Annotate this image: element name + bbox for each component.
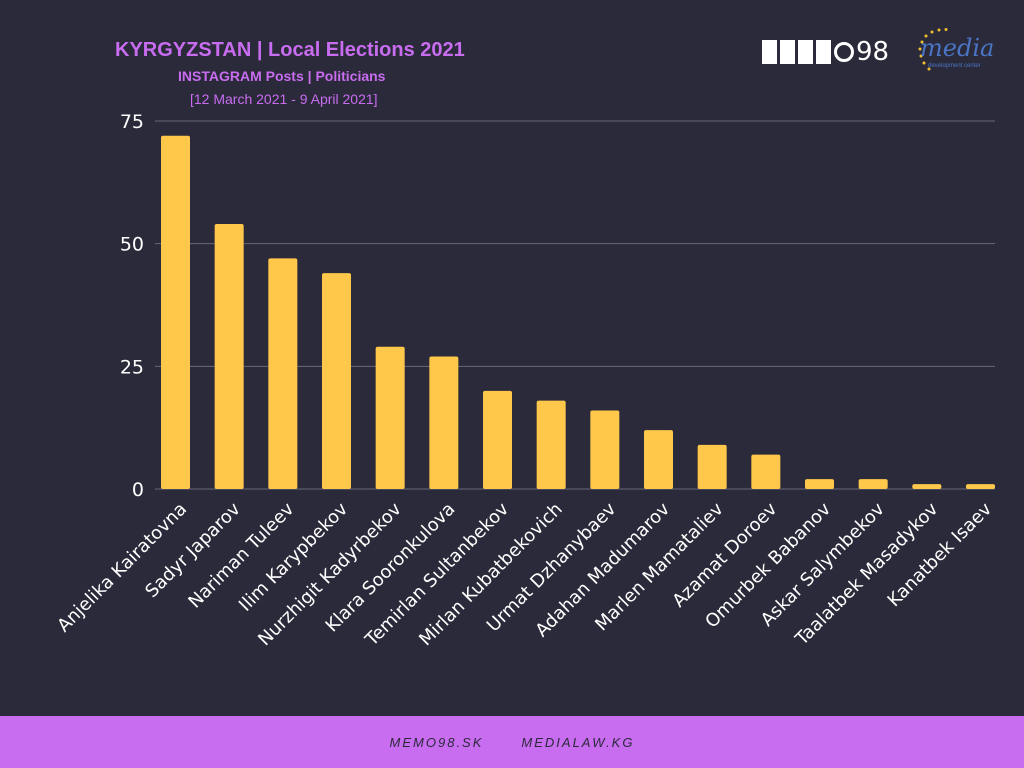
footer: MEMO98.SK MEDIALAW.KG <box>0 716 1024 768</box>
bar <box>644 430 673 489</box>
chart-title: KYRGYZSTAN | Local Elections 2021 <box>115 39 465 61</box>
y-tick-label: 75 <box>120 111 144 133</box>
logo-block <box>762 40 777 64</box>
media-logo-tagline: development center <box>928 63 981 69</box>
bar <box>912 484 942 489</box>
bar <box>590 410 620 489</box>
bar <box>966 484 995 489</box>
bar <box>429 356 459 489</box>
logo-block <box>798 40 813 64</box>
bar <box>322 273 351 489</box>
bar <box>483 390 512 489</box>
logo-dots-icon <box>918 28 948 71</box>
memo98-logo-number: 98 <box>856 37 890 67</box>
logo-circle <box>834 42 854 62</box>
bar <box>161 135 190 489</box>
y-tick-label: 0 <box>132 479 144 501</box>
bar <box>375 346 405 489</box>
chart-header: KYRGYZSTAN | Local Elections 2021 INSTAG… <box>0 0 1024 115</box>
y-axis-ticks: 0 25 50 75 <box>120 111 144 501</box>
bars <box>161 135 995 490</box>
y-tick-label: 25 <box>120 356 144 378</box>
media-development-center-logo: media development center <box>916 28 1002 74</box>
bar <box>805 479 834 489</box>
bar <box>751 454 781 489</box>
logo-block <box>780 40 795 64</box>
media-logo-wordmark: media <box>920 34 995 62</box>
bar <box>536 400 566 489</box>
bar <box>214 224 244 490</box>
bar <box>697 444 727 489</box>
footer-link-medialaw[interactable]: MEDIALAW.KG <box>521 734 635 750</box>
memo98-logo: 98 <box>762 36 889 68</box>
footer-link-memo98[interactable]: MEMO98.SK <box>389 734 484 750</box>
bar <box>858 479 888 489</box>
chart-subtitle: INSTAGRAM Posts | Politicians <box>178 68 386 84</box>
bar <box>268 258 298 489</box>
date-range: [12 March 2021 - 9 April 2021] <box>190 91 378 107</box>
y-tick-label: 50 <box>120 234 144 256</box>
x-tick-label: Sadyr Japarov <box>141 498 245 602</box>
logo-block <box>816 40 831 64</box>
